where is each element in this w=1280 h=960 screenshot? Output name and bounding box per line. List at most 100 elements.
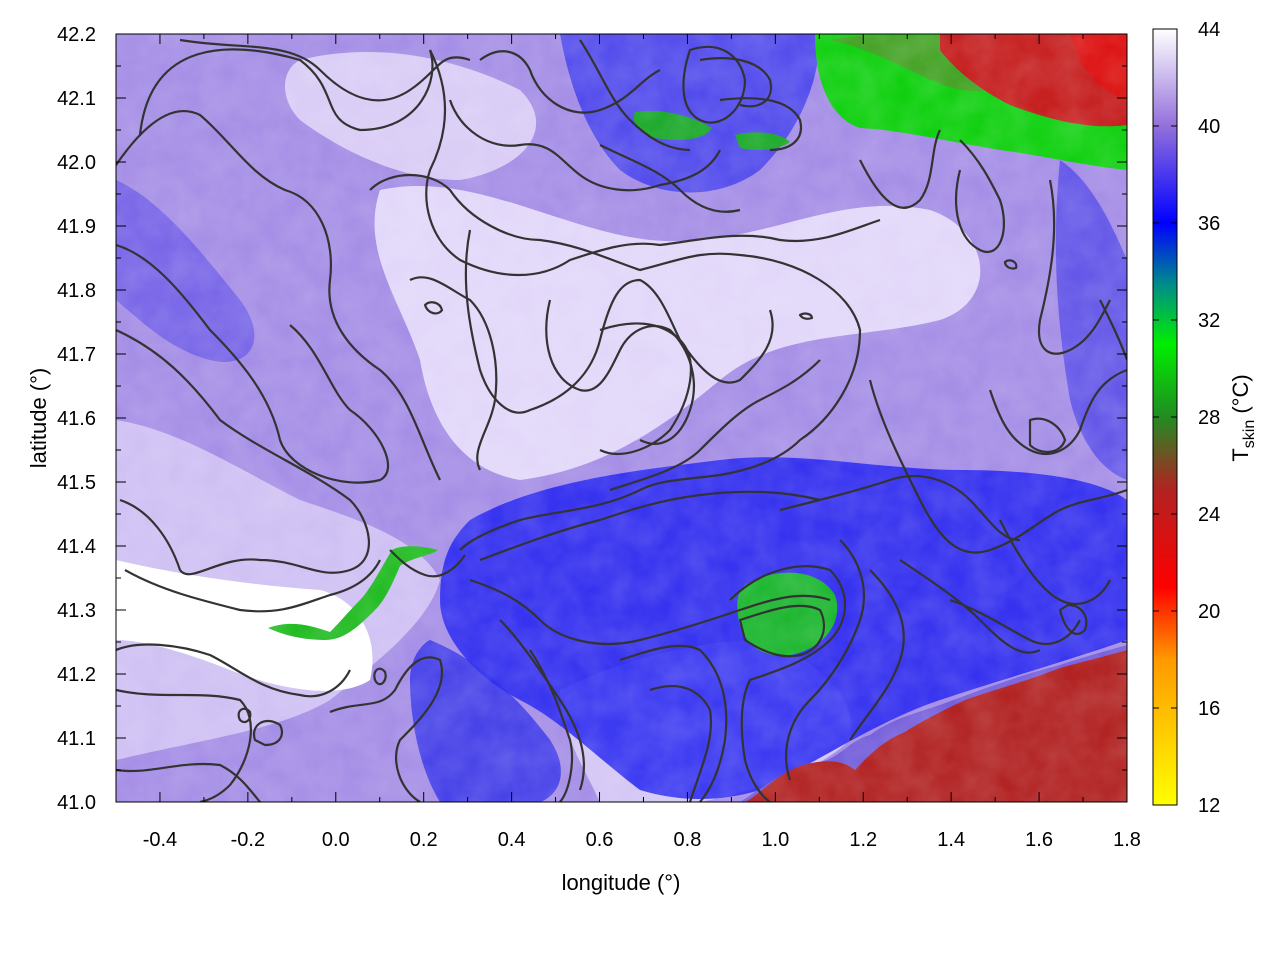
y-axis-label: latitude (°) (26, 368, 51, 469)
plot-area: -0.4 -0.2 0.0 0.2 0.4 0.6 0.8 1.0 1.2 1.4 1.6 1.8 4… (26, 24, 1141, 895)
contour-line (988, 368, 1127, 455)
colorbar-tick-label: 44 (1198, 19, 1220, 41)
contour-line (1037, 179, 1111, 355)
contour-line (785, 539, 865, 781)
contour-line (116, 328, 371, 576)
contour-line (1003, 259, 1018, 270)
contour-line (499, 619, 585, 791)
contour-line (798, 312, 814, 320)
colorbar-tick-label: 12 (1198, 795, 1220, 817)
contour-line (252, 719, 283, 747)
contour-line (423, 301, 444, 315)
x-axis-label: longitude (°) (562, 870, 681, 895)
x-tick-label: -0.2 (231, 829, 265, 851)
colorbar-tick-label: 36 (1198, 213, 1220, 235)
contour-line (138, 48, 434, 136)
contour-line (619, 644, 728, 802)
contour-line (849, 569, 905, 741)
y-tick-label: 42.0 (57, 152, 96, 174)
y-tick-label: 41.3 (57, 600, 96, 622)
contour-line (425, 49, 881, 276)
contour-line (116, 243, 390, 484)
contour-line (116, 109, 441, 481)
colorbar-tick-label: 40 (1198, 116, 1220, 138)
colorbar-tick-label: 20 (1198, 601, 1220, 623)
colorbar-tick-label: 24 (1198, 504, 1220, 526)
colorbar-tick-label: 32 (1198, 310, 1220, 332)
contour-line (699, 57, 773, 108)
contour-line (479, 50, 661, 114)
y-tick-label: 42.2 (57, 24, 96, 46)
colorbar-label: Tskin (°C) (1228, 374, 1258, 461)
x-tick-label: 0.8 (674, 829, 702, 851)
y-tick-label: 42.1 (57, 88, 96, 110)
x-tick-label: 1.2 (849, 829, 877, 851)
x-axis: -0.4 -0.2 0.0 0.2 0.4 0.6 0.8 1.0 1.2 1.4 1.6 1.8 (115, 34, 1141, 851)
contour-line (369, 173, 862, 551)
contour-line (859, 129, 941, 209)
heatmap-texture (116, 34, 1127, 802)
y-tick-label: 41.5 (57, 472, 96, 494)
contour-line (868, 379, 1127, 554)
y-tick-label: 41.2 (57, 664, 96, 686)
contour-line (729, 565, 847, 802)
y-tick-label: 41.0 (57, 792, 96, 814)
x-tick-label: 1.4 (937, 829, 965, 851)
contour-line (389, 549, 466, 578)
contour-line (237, 707, 252, 724)
x-tick-label: -0.4 (143, 829, 177, 851)
contour-line (949, 598, 1081, 645)
y-tick-label: 41.9 (57, 216, 96, 238)
contour-line (599, 144, 741, 213)
contour-layer (116, 38, 1127, 802)
contour-line (529, 649, 574, 802)
contour-line (1058, 603, 1088, 635)
contour-line (999, 519, 1111, 605)
x-tick-label: 1.0 (761, 829, 789, 851)
contour-line (469, 578, 831, 646)
contour-line (1028, 417, 1067, 453)
heatmap-layer (116, 34, 1127, 802)
contour-line (738, 604, 825, 658)
contour-line (409, 276, 498, 471)
colorbar-tick-label: 28 (1198, 407, 1220, 429)
contour-line (682, 45, 747, 124)
contour-line (116, 762, 261, 802)
contour-line (116, 688, 252, 802)
x-tick-label: 0.6 (586, 829, 614, 851)
colorbar-tick-label: 16 (1198, 698, 1220, 720)
contour-line (609, 359, 821, 492)
x-tick-label: 0.2 (410, 829, 438, 851)
contour-line (779, 475, 1021, 542)
contour-line (719, 97, 803, 152)
contour-line (329, 656, 443, 802)
x-tick-label: 0.4 (498, 829, 526, 851)
y-tick-label: 41.4 (57, 536, 96, 558)
y-tick-label: 41.6 (57, 408, 96, 430)
colorbar-label-sub: skin (1241, 420, 1258, 448)
colorbar: 12 16 20 24 28 32 36 40 44 Tskin (°C) (1152, 19, 1258, 817)
x-tick-label: 0.0 (322, 829, 350, 851)
colorbar-ticks: 12 16 20 24 28 32 36 40 44 (1153, 19, 1220, 817)
contour-line (124, 559, 381, 613)
y-axis: 41.0 41.1 41.2 41.3 41.4 41.5 41.6 41.7 41.8 41.9… (57, 24, 1127, 814)
colorbar-label-unit: (°C) (1228, 374, 1253, 419)
y-tick-label: 41.7 (57, 344, 96, 366)
contour-line (579, 39, 691, 152)
contour-line (448, 99, 721, 192)
contour-line (464, 229, 774, 414)
contour-line (116, 643, 351, 698)
x-tick-label: 1.8 (1113, 829, 1141, 851)
contour-line (599, 322, 692, 455)
y-tick-label: 41.1 (57, 728, 96, 750)
contour-line (479, 490, 821, 562)
y-tick-label: 41.8 (57, 280, 96, 302)
colorbar-label-main: T (1228, 448, 1253, 461)
contour-line (899, 559, 1041, 654)
contour-line (955, 139, 1005, 253)
contour-line (545, 299, 695, 445)
contour-line (649, 685, 713, 802)
contour-line (373, 667, 387, 686)
x-tick-label: 1.6 (1025, 829, 1053, 851)
